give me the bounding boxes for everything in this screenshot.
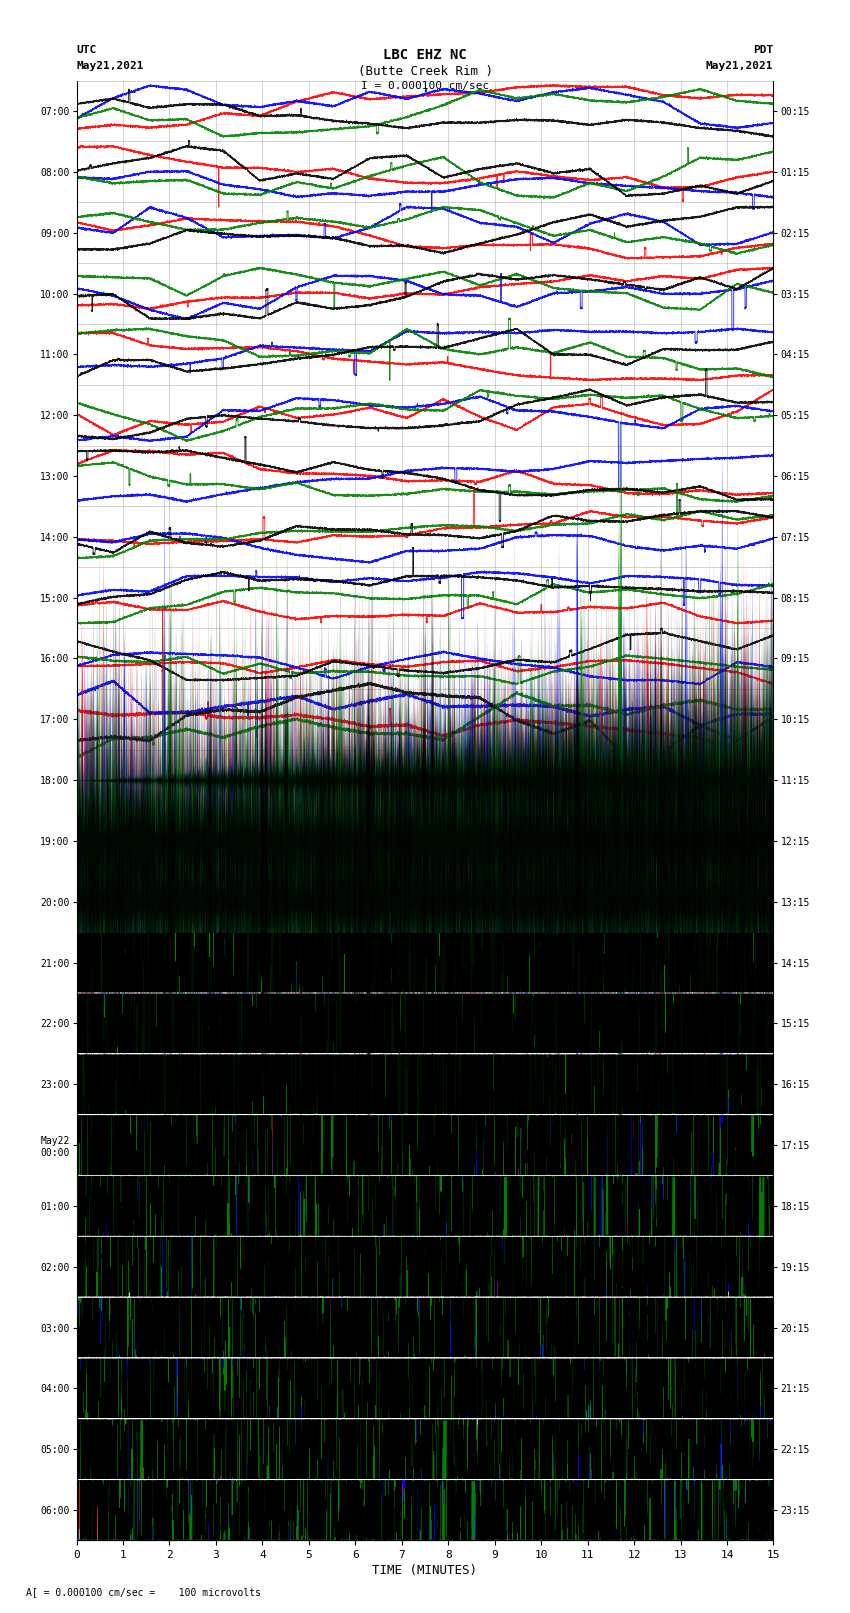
Text: May21,2021: May21,2021 bbox=[706, 61, 774, 71]
Text: LBC EHZ NC: LBC EHZ NC bbox=[383, 48, 467, 63]
Text: PDT: PDT bbox=[753, 45, 774, 55]
Text: UTC: UTC bbox=[76, 45, 97, 55]
X-axis label: TIME (MINUTES): TIME (MINUTES) bbox=[372, 1565, 478, 1578]
Text: A[ = 0.000100 cm/sec =    100 microvolts: A[ = 0.000100 cm/sec = 100 microvolts bbox=[26, 1587, 260, 1597]
Text: (Butte Creek Rim ): (Butte Creek Rim ) bbox=[358, 65, 492, 77]
Text: May21,2021: May21,2021 bbox=[76, 61, 144, 71]
Text: I = 0.000100 cm/sec: I = 0.000100 cm/sec bbox=[361, 81, 489, 90]
